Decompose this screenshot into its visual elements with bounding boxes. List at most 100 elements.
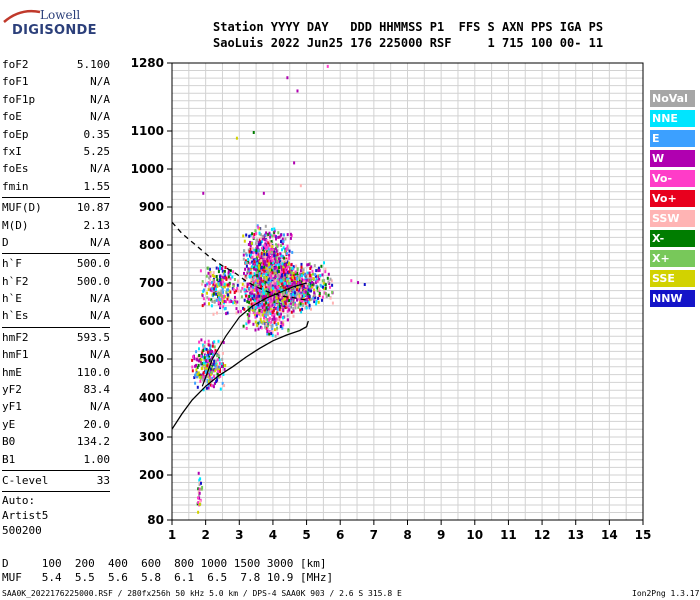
echo-point (223, 285, 226, 289)
echo-point (253, 248, 256, 252)
echo-point (202, 388, 205, 392)
echo-point (306, 286, 309, 290)
echo-point (313, 300, 316, 304)
echo-point (329, 277, 332, 281)
echo-point (303, 280, 306, 284)
echo-point (259, 318, 262, 322)
echo-point (209, 383, 212, 387)
echo-point (259, 237, 262, 241)
echo-point (267, 258, 270, 262)
echo-point (233, 291, 236, 294)
echo-point (281, 326, 284, 330)
echo-point (267, 281, 270, 284)
echo-point (305, 274, 308, 278)
echo-point (213, 300, 216, 304)
echo-point (274, 319, 277, 323)
echo-point (273, 303, 276, 306)
echo-point (261, 234, 264, 238)
echo-point (286, 298, 289, 302)
echo-point (280, 279, 283, 283)
echo-point (329, 296, 332, 300)
echo-point (201, 350, 204, 354)
echo-point (256, 294, 259, 298)
echo-point (257, 240, 260, 244)
echo-point (285, 281, 288, 285)
echo-point (212, 280, 215, 284)
echo-point (217, 375, 220, 379)
echo-point (255, 288, 258, 292)
echo-point (272, 300, 275, 304)
echo-point (248, 300, 251, 304)
echo-point (219, 281, 222, 285)
echo-point (250, 241, 253, 245)
echo-point (221, 286, 224, 289)
echo-point (291, 286, 294, 290)
echo-point (293, 161, 296, 165)
echo-point (260, 233, 263, 237)
echo-point (286, 76, 289, 80)
echo-point (263, 236, 265, 240)
echo-point (239, 289, 242, 293)
echo-point (259, 256, 262, 260)
echo-point (219, 306, 222, 310)
echo-point (273, 267, 276, 271)
echo-point (236, 300, 239, 304)
echo-point (283, 256, 286, 260)
echo-point (254, 276, 257, 280)
echo-point (257, 303, 260, 307)
echo-point (256, 279, 259, 283)
echo-point (247, 267, 250, 271)
echo-point (217, 370, 220, 373)
param-row: M(D) 2.13 (2, 217, 110, 234)
echo-point (281, 274, 283, 278)
echo-point (269, 245, 272, 249)
param-row: hmE 110.0 (2, 364, 110, 381)
echo-point (199, 269, 202, 273)
echo-point (218, 298, 221, 302)
echo-point (207, 288, 210, 291)
echo-point (284, 248, 287, 251)
legend-entry: NNE (650, 110, 695, 127)
echo-point (257, 327, 260, 331)
param-value: 1.00 (83, 452, 111, 466)
echo-point (303, 294, 305, 298)
param-key: yF2 (2, 383, 22, 397)
echo-point (302, 278, 305, 282)
echo-point (219, 387, 222, 391)
echo-point (286, 247, 289, 251)
echo-point (272, 274, 275, 278)
echo-point (257, 248, 260, 252)
echo-point (200, 481, 202, 485)
param-row: MUF(D) 10.87 (2, 199, 110, 216)
echo-point (226, 297, 229, 301)
param-value: 83.4 (83, 383, 111, 397)
echo-point (281, 237, 284, 241)
echo-point (292, 301, 295, 304)
echo-point (248, 302, 251, 306)
echo-point (216, 297, 219, 301)
echo-point (258, 266, 261, 270)
echo-point (282, 271, 285, 275)
echo-point (286, 281, 289, 285)
echo-point (273, 317, 276, 321)
echo-point (280, 244, 283, 247)
echo-point (218, 354, 221, 358)
echo-point (200, 358, 203, 362)
echo-point (274, 265, 277, 269)
echo-point (279, 325, 282, 328)
param-row: foF2 5.100 (2, 56, 110, 73)
echo-point (213, 375, 215, 378)
param-row: yE 20.0 (2, 416, 110, 433)
echo-point (272, 252, 275, 256)
param-key: M(D) (2, 218, 29, 232)
echo-point (267, 247, 270, 251)
echo-point (229, 277, 232, 281)
param-key: hmF1 (2, 348, 29, 362)
param-value: 593.5 (76, 330, 110, 344)
echo-point (277, 275, 280, 279)
echo-point (261, 263, 263, 267)
echo-point (213, 274, 215, 278)
echo-point (213, 340, 216, 344)
echo-point (277, 231, 280, 235)
echo-point (229, 290, 232, 294)
